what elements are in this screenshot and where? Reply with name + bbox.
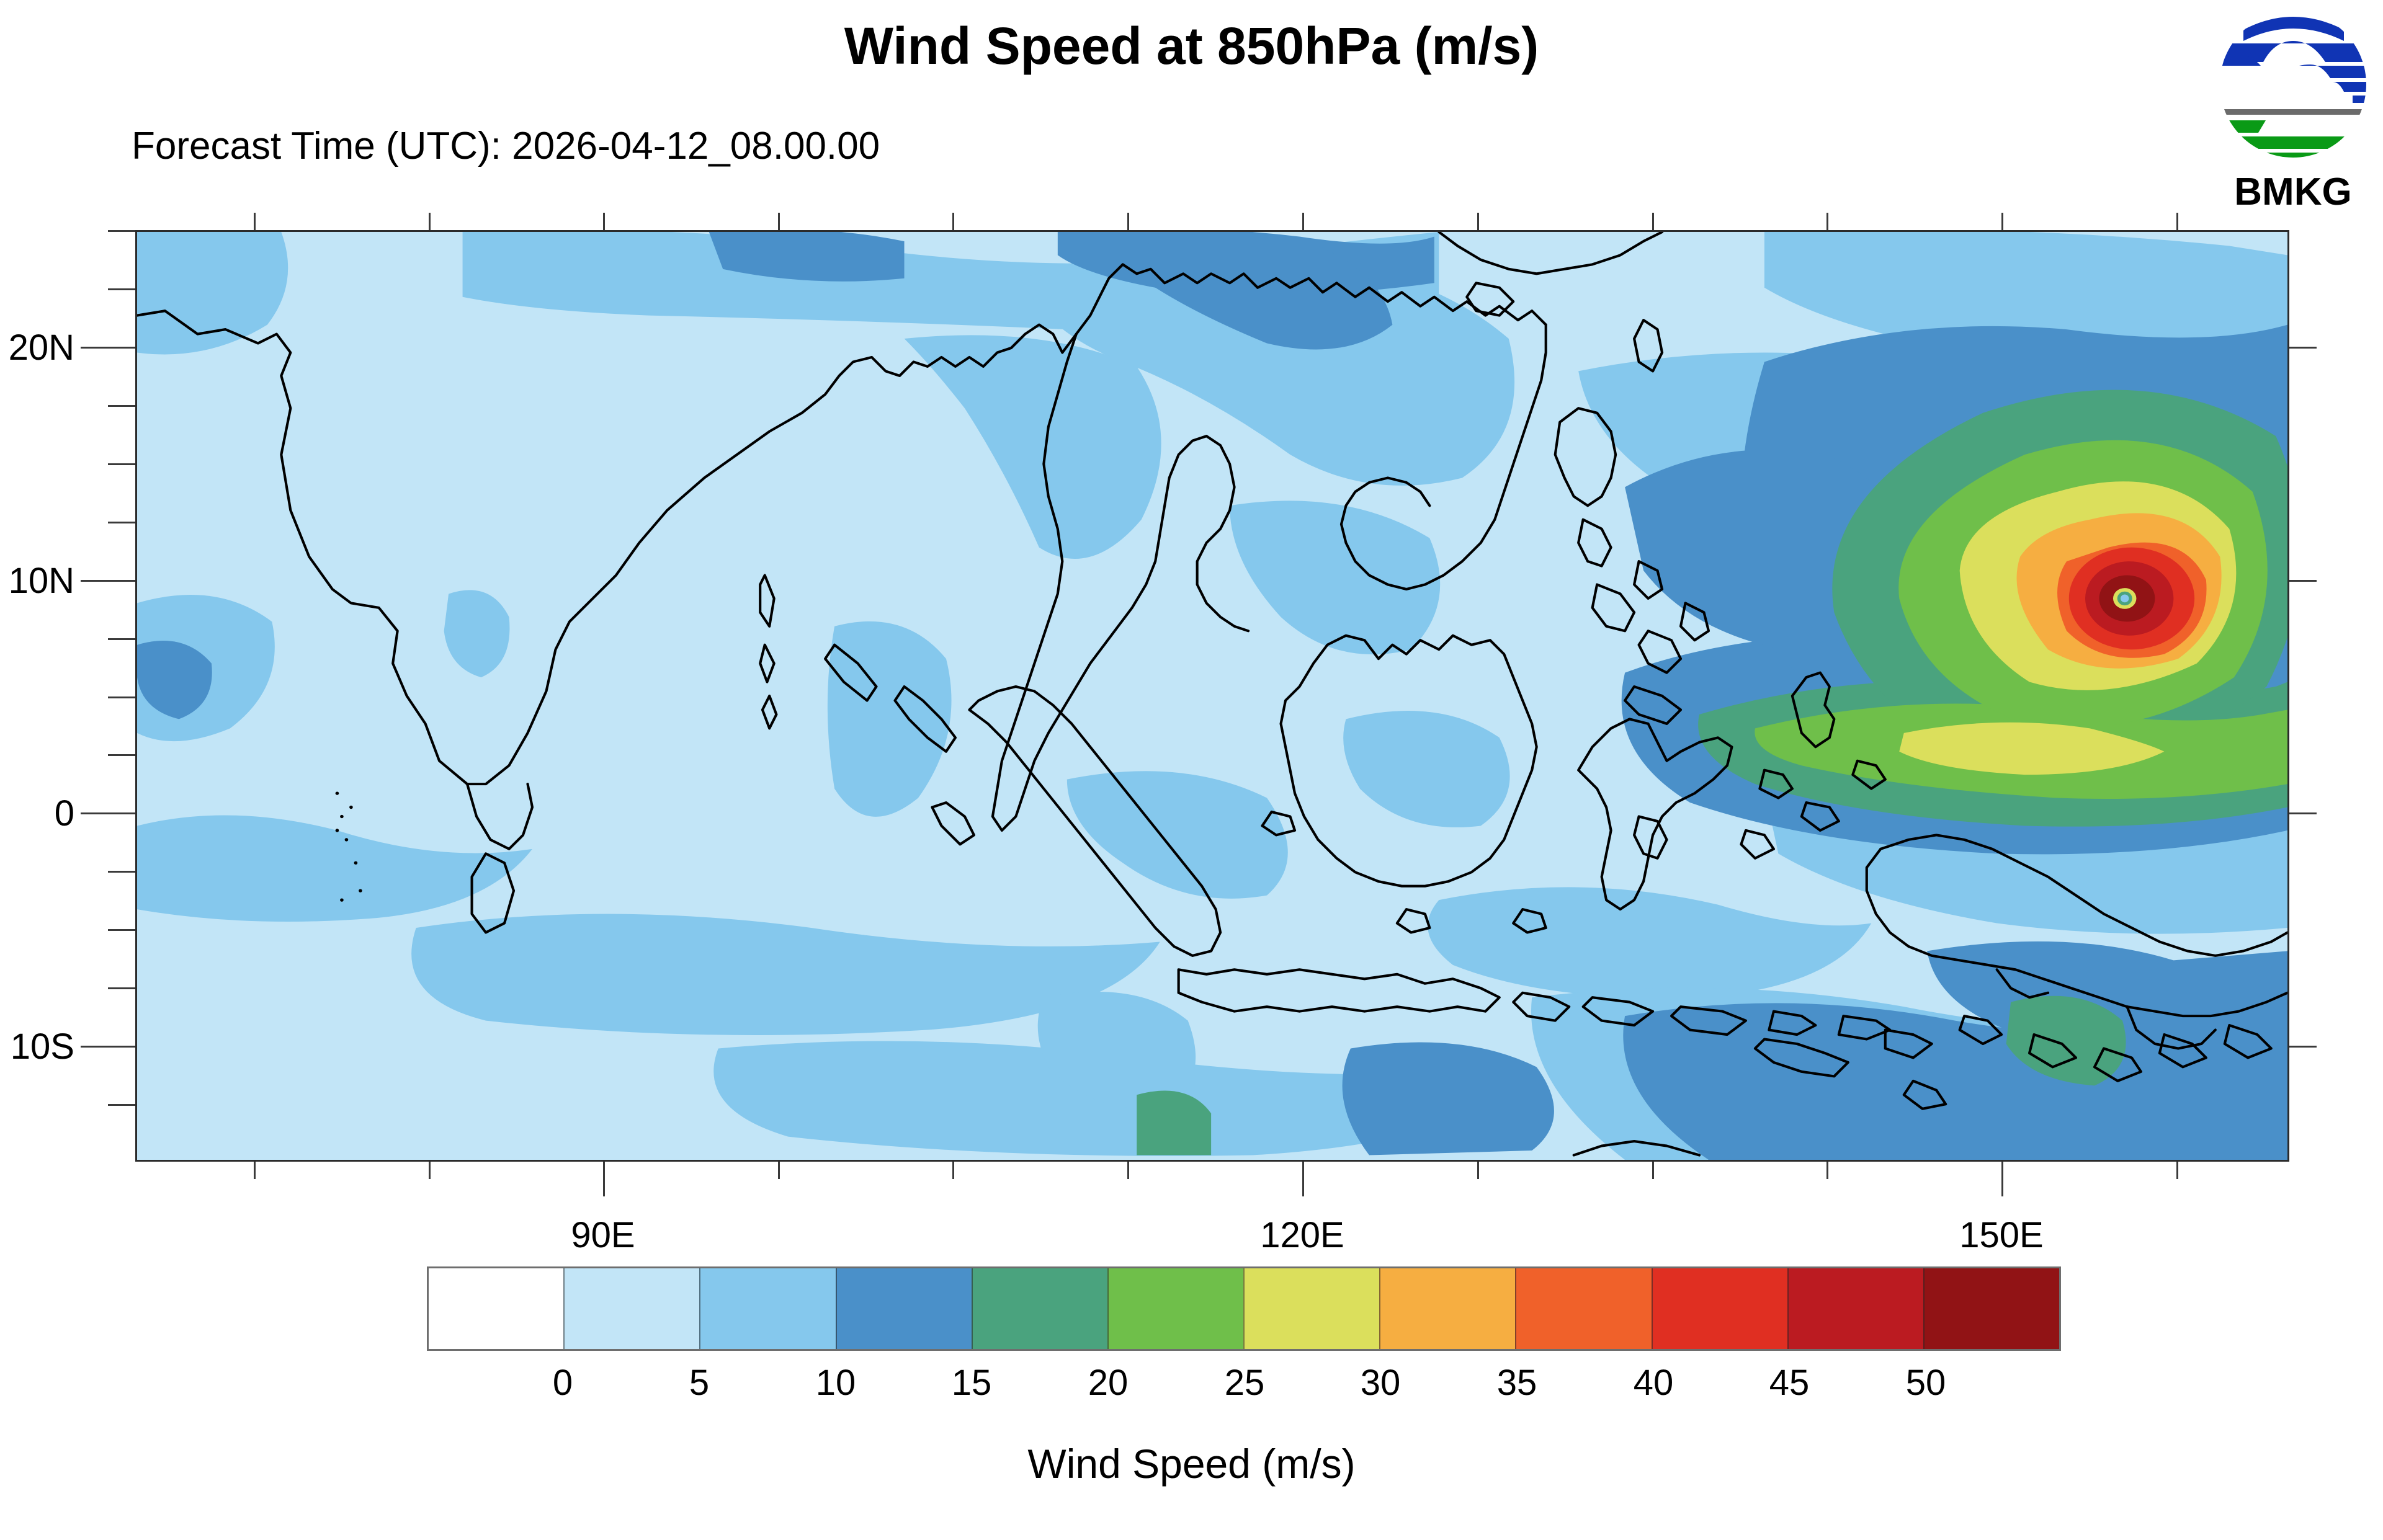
xtick-top-minor: [1652, 213, 1654, 230]
bmkg-logo-svg: BMKG: [2220, 17, 2366, 213]
xtick-minor: [1477, 1162, 1479, 1179]
coastline-layer: [137, 232, 2287, 1157]
colorbar-tick-40: 40: [1633, 1363, 1674, 1403]
xtick-label-120E: 120E: [1260, 1215, 1344, 1255]
colorbar-title: Wind Speed (m/s): [1027, 1441, 1356, 1487]
xtick-150E: [2001, 1162, 2003, 1196]
ytick-right: [2289, 1046, 2317, 1048]
colorbar-tick-10: 10: [815, 1363, 856, 1403]
xtick-minor: [2176, 1162, 2178, 1179]
page-title: Wind Speed at 850hPa (m/s): [844, 17, 1539, 75]
colorbar[interactable]: [427, 1266, 2061, 1351]
ytick-minor: [108, 405, 135, 407]
colorbar-cell: [1243, 1268, 1380, 1349]
cloud-icon: [2220, 17, 2366, 103]
ytick-right: [2289, 812, 2317, 814]
xtick-minor: [1652, 1162, 1654, 1179]
ytick-right: [2289, 347, 2317, 349]
ytick-10S: [81, 1046, 135, 1048]
ytick-10N: [81, 580, 135, 582]
logo-divider: [2220, 109, 2366, 115]
xtick-top-minor: [429, 213, 431, 230]
colorbar-tick-20: 20: [1088, 1363, 1129, 1403]
ytick-minor: [108, 288, 135, 290]
ytick-minor: [108, 987, 135, 989]
ytick-minor: [108, 1104, 135, 1106]
xtick-top-minor: [1302, 213, 1304, 230]
ytick-0: [81, 812, 135, 814]
xtick-top-minor: [2001, 213, 2003, 230]
xtick-minor: [952, 1162, 954, 1179]
xtick-top-minor: [952, 213, 954, 230]
ytick-20N: [81, 347, 135, 349]
colorbar-cell: [429, 1268, 564, 1349]
xtick-top-minor: [254, 213, 256, 230]
ytick-minor: [108, 929, 135, 931]
colorbar-tick-45: 45: [1769, 1363, 1810, 1403]
colorbar-tick-50: 50: [1905, 1363, 1946, 1403]
colorbar-cell: [971, 1268, 1107, 1349]
colorbar-tick-0: 0: [552, 1363, 573, 1403]
xtick-minor: [254, 1162, 256, 1179]
xtick-minor: [1127, 1162, 1129, 1179]
ytick-minor: [108, 697, 135, 698]
wind-speed-contour-map: [137, 232, 2287, 1160]
xtick-label-90E: 90E: [571, 1215, 635, 1255]
xtick-90E: [603, 1162, 605, 1196]
ytick-label-0: 0: [54, 793, 74, 834]
colorbar-tick-30: 30: [1360, 1363, 1401, 1403]
ytick-label-10S: 10S: [10, 1026, 74, 1067]
colorbar-cell: [1651, 1268, 1787, 1349]
ytick-minor: [108, 754, 135, 756]
xtick-top-minor: [603, 213, 605, 230]
forecast-time-label: Forecast Time (UTC): 2026-04-12_08.00.00: [132, 125, 880, 167]
ytick-label-20N: 20N: [8, 327, 74, 368]
xtick-120E: [1302, 1162, 1304, 1196]
xtick-top-minor: [2176, 213, 2178, 230]
colorbar-cell: [1515, 1268, 1652, 1349]
colorbar-cell: [1379, 1268, 1516, 1349]
ytick-label-10N: 10N: [8, 561, 74, 601]
ytick-minor: [108, 230, 135, 232]
ytick-minor: [108, 638, 135, 640]
map-plot-area[interactable]: [135, 230, 2289, 1162]
colorbar-cell: [563, 1268, 700, 1349]
xtick-minor: [778, 1162, 780, 1179]
colorbar-cell: [699, 1268, 836, 1349]
xtick-top-minor: [1826, 213, 1828, 230]
bmkg-logo: BMKG: [2206, 5, 2380, 213]
colorbar-cell: [835, 1268, 972, 1349]
ytick-minor: [108, 522, 135, 523]
colorbar-tick-5: 5: [689, 1363, 710, 1403]
xtick-minor: [429, 1162, 431, 1179]
xtick-top-minor: [778, 213, 780, 230]
xtick-minor: [1826, 1162, 1828, 1179]
colorbar-tick-25: 25: [1224, 1363, 1265, 1403]
colorbar-cell: [1107, 1268, 1244, 1349]
xtick-label-150E: 150E: [1959, 1215, 2044, 1255]
ytick-minor: [108, 463, 135, 465]
xtick-top-minor: [1127, 213, 1129, 230]
colorbar-tick-35: 35: [1496, 1363, 1537, 1403]
ytick-right: [2289, 580, 2317, 582]
colorbar-cell: [1923, 1268, 2060, 1349]
colorbar-tick-15: 15: [951, 1363, 992, 1403]
xtick-top-minor: [1477, 213, 1479, 230]
ytick-minor: [108, 871, 135, 873]
bmkg-logo-text: BMKG: [2234, 171, 2351, 210]
cyclone-eye: [2113, 588, 2137, 609]
colorbar-cell: [1787, 1268, 1923, 1349]
